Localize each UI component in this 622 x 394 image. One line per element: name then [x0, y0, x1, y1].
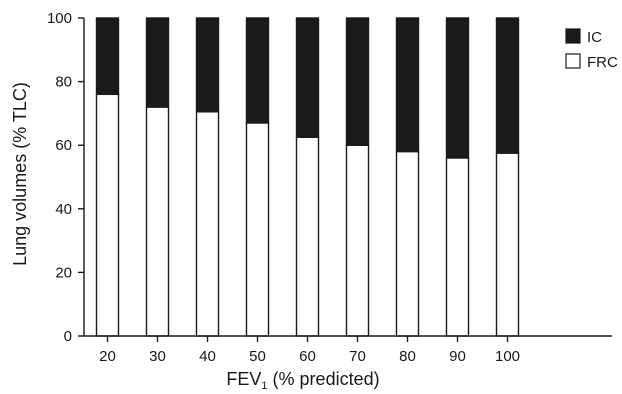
bar-frc-100	[495, 152, 520, 337]
bar-frc-50	[245, 122, 270, 337]
x-tick-label-30: 30	[149, 348, 166, 365]
y-tick-label-100: 100	[47, 10, 72, 27]
bar-ic-100	[495, 17, 520, 154]
bar-frc-40	[195, 111, 220, 337]
x-axis-title-subscript: 1	[261, 380, 267, 392]
bar-ic-40	[195, 17, 220, 113]
bar-frc-20	[95, 93, 120, 337]
bar-ic-90	[445, 17, 470, 159]
bar-frc-60	[295, 136, 320, 337]
bar-ic-60	[295, 17, 320, 138]
y-tick-label-0: 0	[64, 328, 72, 345]
x-axis-title-rest: (% predicted)	[268, 369, 380, 389]
bar-ic-20	[95, 17, 120, 96]
axes	[83, 18, 612, 337]
y-axis-title: Lung volumes (% TLC)	[10, 82, 30, 266]
x-tick-label-50: 50	[249, 348, 266, 365]
x-axis-title-main: FEV	[226, 369, 261, 389]
bar-frc-90	[445, 157, 470, 337]
legend-label-ic: IC	[587, 29, 602, 46]
x-tick-label-60: 60	[299, 348, 316, 365]
x-tick-label-20: 20	[99, 348, 116, 365]
y-ticks: 0 20 40 60 80 100	[47, 10, 84, 345]
x-ticks: 20 30 40 50 60 70 80 90 100	[99, 336, 520, 365]
x-axis-title: FEV1 (% predicted)	[226, 369, 379, 392]
x-tick-label-40: 40	[199, 348, 216, 365]
legend: IC FRC	[565, 28, 618, 71]
y-tick-label-60: 60	[55, 137, 72, 154]
legend-swatch-ic	[565, 28, 581, 44]
bar-ic-30	[145, 17, 170, 108]
x-tick-label-70: 70	[349, 348, 366, 365]
y-tick-label-20: 20	[55, 264, 72, 281]
x-tick-label-90: 90	[449, 348, 466, 365]
y-tick-label-80: 80	[55, 74, 72, 91]
bar-ic-80	[395, 17, 420, 153]
x-tick-label-100: 100	[495, 348, 520, 365]
legend-swatch-frc	[565, 53, 581, 69]
bar-frc-30	[145, 106, 170, 337]
bar-frc-70	[345, 144, 370, 337]
bar-ic-50	[245, 17, 270, 124]
bar-frc-80	[395, 150, 420, 337]
legend-label-frc: FRC	[587, 54, 618, 71]
bar-group	[95, 17, 520, 337]
y-tick-label-40: 40	[55, 201, 72, 218]
bar-ic-70	[345, 17, 370, 146]
x-tick-label-80: 80	[399, 348, 416, 365]
